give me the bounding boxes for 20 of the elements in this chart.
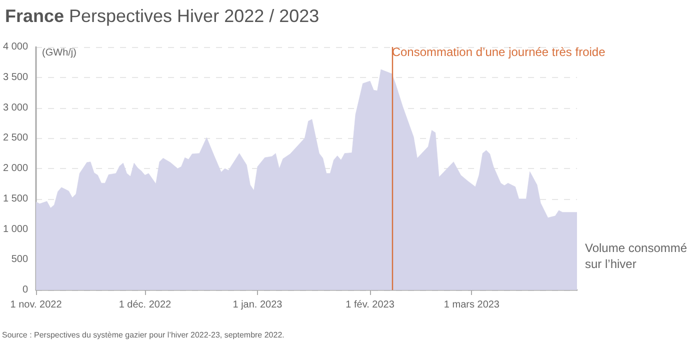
x-tick-label: 1 jan. 2023 — [232, 300, 283, 310]
x-tick-label: 1 mars 2023 — [444, 300, 500, 310]
y-axis-title: (GWh/j) — [42, 48, 76, 58]
y-tick-label: 2 500 — [2, 132, 28, 144]
source-note: Source : Perspectives du système gazier pour l’hiver 2022-23, septembre 2022. — [2, 330, 284, 340]
chart-subtitle: Perspectives Hiver 2022 / 2023 — [69, 6, 320, 26]
x-tick-label: 1 nov. 2022 — [10, 300, 62, 310]
chart-title: France — [5, 6, 64, 26]
ref-line-label: Consommation d’une journée très froide — [392, 45, 606, 59]
y-tick-label: 3 000 — [2, 102, 28, 114]
y-tick-label: 2 000 — [2, 163, 28, 174]
y-tick-label: 1 500 — [2, 193, 28, 204]
y-tick-label: 1 000 — [2, 224, 28, 235]
x-tick-label: 1 fév. 2023 — [346, 300, 395, 310]
series-label: Volume consommé sur l’hiver — [585, 241, 690, 271]
y-tick-label: 0 — [22, 284, 28, 296]
y-tick-label: 4 000 — [2, 42, 28, 52]
y-tick-label: 3 500 — [2, 72, 28, 83]
x-tick-label: 1 déc. 2022 — [118, 300, 172, 310]
y-tick-label: 500 — [11, 254, 28, 266]
